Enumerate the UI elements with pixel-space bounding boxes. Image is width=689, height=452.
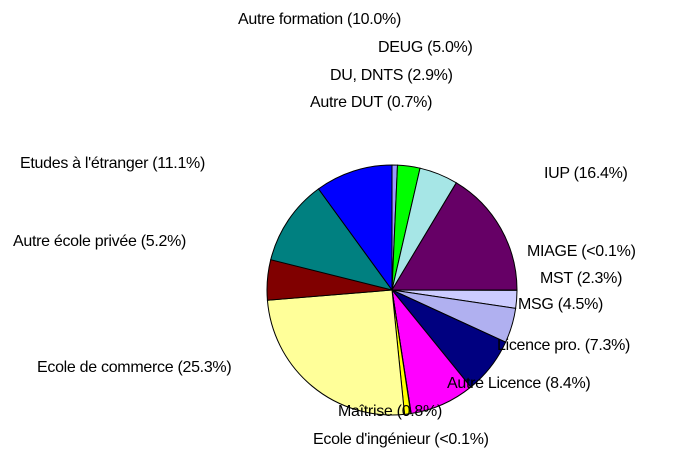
category-name: DU, DNTS: [330, 67, 403, 84]
category-name: Ecole d'ingénieur: [313, 431, 431, 448]
punct: ): [396, 11, 401, 28]
punct: ): [617, 270, 622, 287]
value-label: 0.8%: [402, 403, 437, 420]
value-label: <0.1%: [586, 243, 630, 260]
slice-label: Autre formation (10.0%): [238, 11, 401, 28]
punct: ): [181, 233, 186, 250]
pie-slice: [391, 182, 518, 291]
punct: ): [631, 243, 636, 260]
value-label: 11.1%: [157, 155, 200, 172]
punct: ): [585, 375, 590, 392]
value-label: 2.3%: [582, 270, 617, 287]
punct: (: [423, 39, 433, 56]
slice-label: MST (2.3%): [540, 270, 622, 287]
value-label: <0.1%: [439, 431, 483, 448]
slice-label: IUP (16.4%): [544, 165, 628, 182]
category-name: Autre DUT: [310, 94, 383, 111]
pie-slice: [317, 164, 393, 292]
value-label: 5.0%: [432, 39, 467, 56]
punct: (: [343, 11, 353, 28]
punct: ): [468, 39, 473, 56]
punct: (: [577, 243, 587, 260]
slice-label: Autre Licence (8.4%): [447, 375, 590, 392]
punct: (: [148, 155, 158, 172]
slice-label: DU, DNTS (2.9%): [330, 67, 453, 84]
pie-slice: [270, 188, 394, 291]
slice-label: Autre DUT (0.7%): [310, 94, 432, 111]
slice-label: Etudes à l'étranger (11.1%): [20, 155, 205, 172]
value-label: 25.3%: [182, 359, 226, 376]
punct: (: [383, 94, 393, 111]
punct: ): [437, 403, 442, 420]
category-name: Licence pro.: [497, 337, 581, 354]
pie-slice: [266, 289, 406, 416]
punct: (: [393, 403, 403, 420]
punct: ): [200, 155, 205, 172]
punct: (: [173, 359, 183, 376]
category-name: Maîtrise: [338, 403, 393, 420]
category-name: Autre Licence: [447, 375, 541, 392]
value-label: 0.7%: [392, 94, 427, 111]
slice-label: Autre école privée (5.2%): [13, 233, 186, 250]
category-name: MIAGE: [527, 243, 577, 260]
slice-label: Maîtrise (0.8%): [338, 403, 442, 420]
punct: (: [403, 67, 413, 84]
punct: ): [448, 67, 453, 84]
punct: ): [625, 337, 630, 354]
category-name: Ecole de commerce: [37, 359, 174, 376]
punct: ): [484, 431, 489, 448]
punct: (: [137, 233, 147, 250]
slice-label: DEUG (5.0%): [378, 39, 473, 56]
punct: (: [573, 270, 583, 287]
category-name: DEUG: [378, 39, 423, 56]
category-name: Autre formation: [238, 11, 343, 28]
slice-label: Licence pro. (7.3%): [497, 337, 630, 354]
category-name: Autre école privée: [13, 233, 137, 250]
value-label: 16.4%: [579, 165, 623, 182]
punct: (: [541, 375, 551, 392]
punct: (: [430, 431, 440, 448]
value-label: 8.4%: [550, 375, 585, 392]
slice-label: MIAGE (<0.1%): [527, 243, 636, 260]
punct: (: [581, 337, 591, 354]
category-name: IUP: [544, 165, 569, 182]
category-name: MSG: [518, 296, 554, 313]
value-label: 10.0%: [352, 11, 396, 28]
punct: ): [427, 94, 432, 111]
punct: ): [226, 359, 231, 376]
slice-label: MSG (4.5%): [518, 296, 603, 313]
punct: (: [554, 296, 564, 313]
value-label: 4.5%: [563, 296, 598, 313]
value-label: 5.2%: [146, 233, 181, 250]
punct: ): [598, 296, 603, 313]
value-label: 7.3%: [590, 337, 625, 354]
category-name: MST: [540, 270, 573, 287]
slice-label: Ecole de commerce (25.3%): [37, 359, 231, 376]
value-label: 2.9%: [412, 67, 447, 84]
category-name: Etudes à l'étranger: [20, 155, 149, 172]
punct: ): [623, 165, 628, 182]
slice-label: Ecole d'ingénieur (<0.1%): [313, 431, 489, 448]
punct: (: [569, 165, 579, 182]
